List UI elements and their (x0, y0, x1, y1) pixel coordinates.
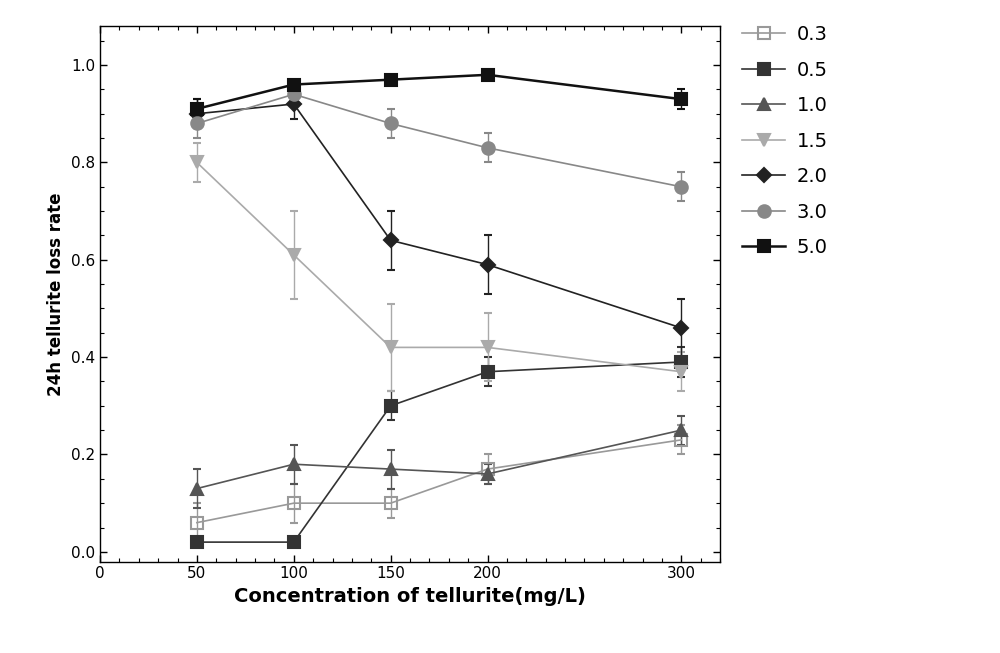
Legend: 0.3, 0.5, 1.0, 1.5, 2.0, 3.0, 5.0: 0.3, 0.5, 1.0, 1.5, 2.0, 3.0, 5.0 (742, 25, 828, 257)
Y-axis label: 24h tellurite loss rate: 24h tellurite loss rate (47, 192, 65, 396)
X-axis label: Concentration of tellurite(mg/L): Concentration of tellurite(mg/L) (234, 587, 586, 606)
